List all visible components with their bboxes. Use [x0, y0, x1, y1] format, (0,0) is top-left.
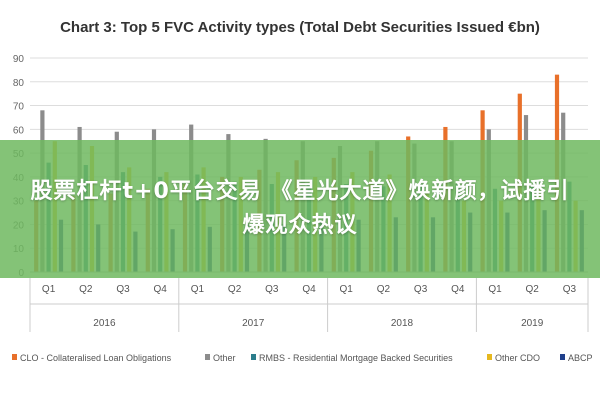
legend-swatch [487, 354, 492, 360]
x-tick-label: Q2 [526, 284, 540, 295]
year-label: 2019 [521, 318, 544, 329]
banner-text: 股票杠杆t+0平台交易 《星光大道》焕新颜，试播引爆观众热议 [30, 179, 570, 238]
legend-swatch [251, 354, 256, 360]
legend-label: CLO - Collateralised Loan Obligations [20, 353, 172, 363]
legend-item: CLO - Collateralised Loan Obligations [12, 353, 172, 363]
x-tick-label: Q2 [228, 284, 242, 295]
year-label: 2016 [93, 318, 116, 329]
y-tick-label: 60 [13, 125, 25, 136]
x-tick-label: Q3 [414, 284, 428, 295]
legend: CLO - Collateralised Loan Obligations Oth… [12, 353, 593, 363]
x-tick-label: Q3 [116, 284, 130, 295]
x-tick-label: Q2 [79, 284, 93, 295]
year-label: 2018 [391, 318, 414, 329]
x-tick-label: Q2 [377, 284, 391, 295]
overlay-banner: 股票杠杆t+0平台交易 《星光大道》焕新颜，试播引爆观众热议 [0, 140, 600, 278]
legend-label: Other CDO [495, 353, 540, 363]
legend-label: RMBS - Residential Mortgage Backed Secur… [259, 353, 453, 363]
x-tick-label: Q1 [488, 284, 502, 295]
year-label: 2017 [242, 318, 265, 329]
x-tick-label: Q4 [154, 284, 168, 295]
legend-item: RMBS - Residential Mortgage Backed Secur… [251, 353, 453, 363]
chart-title: Chart 3: Top 5 FVC Activity types (Total… [60, 19, 540, 36]
x-tick-label: Q4 [451, 284, 465, 295]
x-tick-label: Q1 [191, 284, 205, 295]
legend-item: Other [205, 353, 236, 363]
y-tick-label: 90 [13, 54, 25, 65]
legend-label: Other [213, 353, 236, 363]
x-tick-label: Q3 [563, 284, 577, 295]
y-tick-label: 80 [13, 78, 25, 89]
x-tick-label: Q1 [42, 284, 56, 295]
legend-item: ABCP [560, 353, 593, 363]
y-tick-label: 70 [13, 102, 25, 113]
x-axis: Q1 Q2 Q3 Q4 Q1 Q2 Q3 Q4 Q1 Q2 Q3 Q4 Q1 Q2 Q3 2016 2017 20… [29, 271, 589, 332]
x-tick-label: Q4 [302, 284, 316, 295]
x-tick-label: Q1 [340, 284, 354, 295]
legend-swatch [205, 354, 210, 360]
legend-swatch [560, 354, 565, 360]
x-tick-label: Q3 [265, 284, 279, 295]
legend-swatch [12, 354, 17, 360]
legend-label: ABCP [568, 353, 593, 363]
legend-item: Other CDO [487, 353, 540, 363]
